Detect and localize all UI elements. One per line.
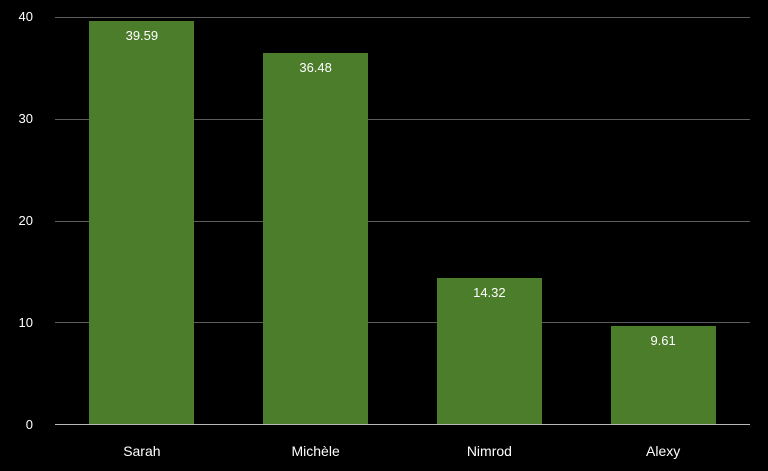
plot-area: 39.59 36.48 14.32 9.61 — [55, 17, 750, 425]
y-tick-label: 0 — [25, 417, 33, 432]
x-tick-label: Alexy — [646, 443, 681, 459]
gridline — [55, 118, 750, 120]
y-tick-label: 10 — [18, 315, 33, 330]
bar-value-label: 39.59 — [125, 28, 159, 44]
bar: 14.32 — [436, 278, 542, 424]
y-tick-label: 40 — [18, 9, 33, 24]
gridline — [55, 220, 750, 222]
x-tick-label: Nimrod — [466, 443, 512, 459]
x-tick-label: Michèle — [291, 443, 340, 459]
bar-value-label: 9.61 — [650, 333, 676, 349]
y-axis: 0 10 20 30 40 — [0, 9, 47, 432]
bar-value-label: 36.48 — [299, 59, 332, 75]
gridline — [55, 17, 750, 18]
x-tick-label: Sarah — [123, 443, 161, 459]
y-tick-label: 20 — [18, 213, 33, 228]
bar: 9.61 — [610, 326, 716, 424]
bar: 36.48 — [263, 52, 369, 424]
bar-value-label: 14.32 — [473, 285, 506, 301]
y-tick-label: 30 — [18, 111, 33, 126]
bar: 39.59 — [89, 21, 195, 424]
gridline — [55, 322, 750, 324]
x-axis: Sarah Michèle Nimrod Alexy — [55, 437, 750, 459]
